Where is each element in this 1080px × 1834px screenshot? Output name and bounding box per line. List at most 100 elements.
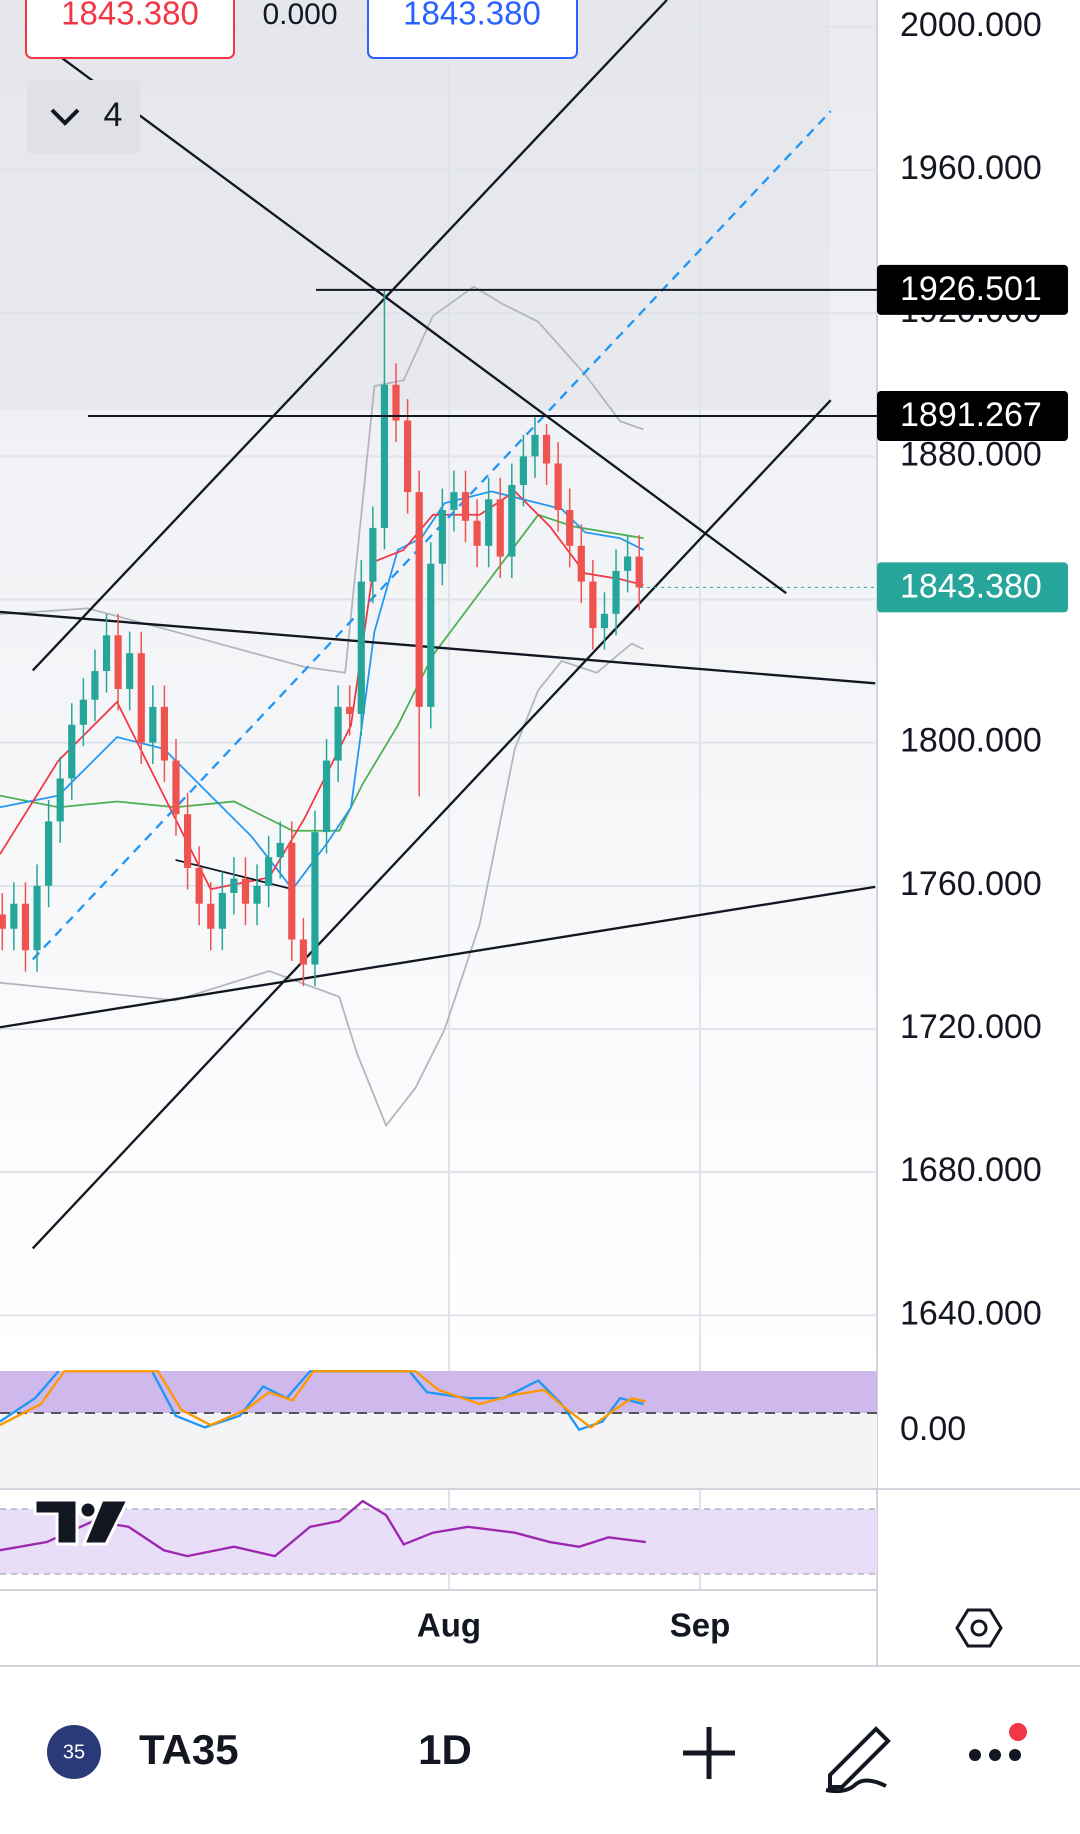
bid-price: 1843.380 <box>61 0 199 32</box>
bid-button[interactable] <box>25 0 235 59</box>
candle-body <box>496 499 504 557</box>
candle-body <box>241 878 250 904</box>
time-label: Aug <box>417 1607 481 1644</box>
candle-body <box>33 885 41 951</box>
candle-body <box>253 885 261 904</box>
stoch-d <box>0 1370 647 1429</box>
interval-button[interactable]: 1D <box>418 1726 472 1773</box>
candle-body <box>322 760 331 833</box>
y-tick-label: 1760.000 <box>900 865 1042 903</box>
candle-body <box>392 384 400 421</box>
trend-line <box>46 45 787 595</box>
candle-body <box>265 857 273 886</box>
y-tick-label: 1640.000 <box>900 1294 1042 1332</box>
candle-body <box>183 814 192 868</box>
candle-body <box>149 706 157 743</box>
symbol-badge <box>47 1725 101 1779</box>
ask-button[interactable] <box>367 0 578 59</box>
candle-body <box>380 384 389 528</box>
draw-button[interactable] <box>825 1726 891 1794</box>
candle-body <box>218 892 226 929</box>
candles <box>0 289 643 987</box>
candle-body <box>346 706 354 715</box>
candle-body <box>160 706 169 761</box>
symbol-name: TA35 <box>139 1726 239 1773</box>
candle-body <box>566 510 574 546</box>
candle-body <box>0 914 6 929</box>
candle-body <box>461 492 470 521</box>
chevron-icon <box>50 108 80 126</box>
candle-body <box>10 903 18 929</box>
rsi-line <box>0 1499 646 1558</box>
settings-button[interactable] <box>955 1608 1003 1648</box>
price-label-box <box>877 264 1068 315</box>
candle-body <box>635 556 643 588</box>
ask-price: 1843.380 <box>403 0 541 32</box>
candle-body <box>473 520 481 546</box>
oscillator-level-label: 0.00 <box>900 1410 966 1448</box>
candle-body <box>114 635 122 689</box>
candle-body <box>357 581 365 715</box>
candle-body <box>91 671 99 700</box>
candle-body <box>450 492 458 511</box>
candle-body <box>577 545 585 582</box>
trend-line <box>31 0 668 672</box>
spread: 0.000 <box>262 0 337 31</box>
symbol-button[interactable]: 35 TA35 <box>47 1725 239 1779</box>
ma-slow <box>0 513 644 832</box>
y-tick-label: 1960.000 <box>900 149 1042 187</box>
candle-body <box>334 706 342 761</box>
tradingview-logo <box>33 1498 131 1546</box>
oscillator-zone <box>0 1371 877 1413</box>
candle-body <box>542 434 551 464</box>
candle-body <box>137 653 145 743</box>
price-label-box <box>877 391 1068 442</box>
candle-body <box>508 484 516 557</box>
candle-body <box>288 842 296 940</box>
candle-body <box>624 556 632 571</box>
price-label: 1891.267 <box>900 396 1042 434</box>
candle-body <box>438 510 446 564</box>
candle-body <box>45 821 53 886</box>
rsi-zone <box>0 1509 877 1574</box>
indicators-toggle[interactable] <box>27 80 140 154</box>
candle-body <box>299 939 307 965</box>
candle-body <box>404 420 412 493</box>
y-tick-label: 1720.000 <box>900 1008 1042 1046</box>
last-price-box <box>877 562 1068 613</box>
price-label: 1926.501 <box>900 270 1042 308</box>
trend-line <box>0 610 876 685</box>
trend-line-dashed <box>31 110 832 961</box>
candle-body <box>56 778 64 822</box>
candle-body <box>519 456 527 485</box>
candle-body <box>311 832 319 965</box>
candle-body <box>612 570 620 614</box>
trend-line <box>0 885 876 1029</box>
candle-body <box>589 581 597 629</box>
candle-body <box>554 463 562 511</box>
candle-body <box>172 760 180 815</box>
candle-body <box>531 434 539 457</box>
add-button[interactable] <box>683 1727 735 1779</box>
candle-body <box>195 867 203 904</box>
symbol-badge-text: 35 <box>63 1741 85 1763</box>
grid-layer <box>0 25 877 1317</box>
last-price-label: 1843.380 <box>900 567 1042 605</box>
drawing-zone <box>0 0 830 410</box>
candle-body <box>485 499 493 546</box>
indicators-count: 4 <box>104 96 123 134</box>
time-label: Sep <box>670 1607 731 1644</box>
y-tick-label: 2000.000 <box>900 6 1042 44</box>
candle-body <box>79 699 87 725</box>
candle-body <box>427 563 435 707</box>
more-button[interactable] <box>969 1723 1027 1761</box>
y-tick-label: 1880.000 <box>900 435 1042 473</box>
stoch-k <box>0 1370 60 1423</box>
y-tick-label: 1680.000 <box>900 1151 1042 1189</box>
oscillator-lines <box>0 1370 647 1432</box>
candle-body <box>126 653 134 689</box>
y-tick-label: 1800.000 <box>900 722 1042 760</box>
band-upper <box>0 285 644 674</box>
